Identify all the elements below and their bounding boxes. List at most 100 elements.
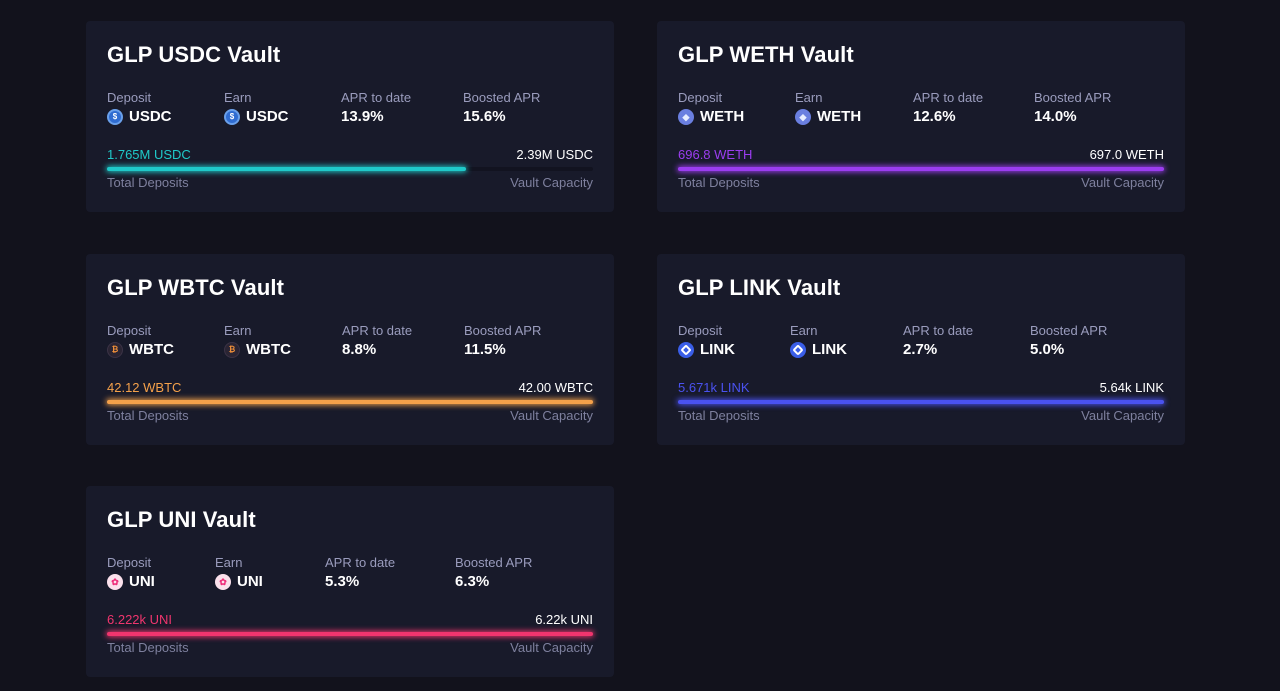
vault-card-wbtc[interactable]: GLP WBTC Vault Deposit ₿ WBTC Earn ₿ WBTC … [86,254,614,445]
boosted-apr-label: Boosted APR [455,555,533,570]
vault-capacity-value: 2.39M USDC [516,147,593,162]
earn-token: WETH [817,108,862,125]
apr-label: APR to date [325,555,396,570]
deposit-stat: Deposit ₿ WBTC [107,323,174,360]
vault-capacity-value: 6.22k UNI [535,612,593,627]
total-deposits-value: 6.222k UNI [107,612,173,627]
apr-value: 12.6% [913,108,956,125]
earn-label: Earn [224,90,252,105]
total-deposits-label: Total Deposits [107,408,189,423]
chainlink-icon [678,342,694,358]
progress-track [107,632,593,636]
boosted-apr-stat: Boosted APR 5.0% [1030,323,1107,360]
apr-label: APR to date [903,323,974,338]
boosted-apr-label: Boosted APR [464,323,542,338]
earn-token: LINK [812,341,847,358]
boosted-apr-value: 11.5% [464,341,506,358]
deposit-label: Deposit [107,323,152,338]
deposit-stat: Deposit ✿ UNI [107,555,155,592]
apr-stat: APR to date 8.8% [342,323,412,360]
deposit-label: Deposit [107,555,152,570]
apr-label: APR to date [341,90,412,105]
apr-stat: APR to date 2.7% [903,323,973,360]
total-deposits-value: 42.12 WBTC [107,380,182,395]
vault-card-link[interactable]: GLP LINK Vault Deposit LINK Earn LINK AP… [657,254,1185,445]
vault-stats: Deposit ◆ WETH Earn ◆ WETH APR to date 12.… [678,90,1164,130]
ethereum-icon: ◆ [795,109,811,125]
boosted-apr-value: 14.0% [1034,108,1077,125]
apr-value: 13.9% [341,108,384,125]
progress-track [678,167,1164,171]
boosted-apr-value: 5.0% [1030,341,1065,358]
vault-stats: Deposit ✿ UNI Earn ✿ UNI APR to date 5.3% … [107,555,593,595]
total-deposits-value: 5.671k LINK [678,380,750,395]
earn-label: Earn [224,323,252,338]
vault-capacity-label: Vault Capacity [1081,175,1164,190]
vault-capacity-label: Vault Capacity [510,408,593,423]
apr-stat: APR to date 12.6% [913,90,983,127]
uniswap-icon: ✿ [215,574,231,590]
total-deposits-value: 1.765M USDC [107,147,191,162]
bitcoin-icon: ₿ [224,342,240,358]
usdc-coin-icon: $ [107,109,123,125]
vault-title: GLP WETH Vault [678,42,854,67]
earn-token: UNI [237,573,263,590]
progress-fill [107,632,593,636]
boosted-apr-stat: Boosted APR 15.6% [463,90,540,127]
deposit-stat: Deposit ◆ WETH [678,90,744,127]
apr-label: APR to date [342,323,413,338]
apr-value: 2.7% [903,341,938,358]
boosted-apr-stat: Boosted APR 14.0% [1034,90,1111,127]
deposit-label: Deposit [678,323,723,338]
boosted-apr-label: Boosted APR [1034,90,1112,105]
capacity-meter: 5.671k LINK 5.64k LINK Total Deposits Va… [678,380,1164,430]
vault-capacity-label: Vault Capacity [510,175,593,190]
apr-value: 5.3% [325,573,360,590]
earn-stat: Earn $ USDC [224,90,289,127]
capacity-meter: 696.8 WETH 697.0 WETH Total Deposits Vau… [678,147,1164,197]
vault-capacity-label: Vault Capacity [510,640,593,655]
vault-stats: Deposit LINK Earn LINK APR to date 2.7% … [678,323,1164,363]
boosted-apr-value: 6.3% [455,573,490,590]
earn-label: Earn [215,555,243,570]
deposit-label: Deposit [678,90,723,105]
capacity-meter: 6.222k UNI 6.22k UNI Total Deposits Vaul… [107,612,593,662]
deposit-token: WETH [700,108,745,125]
deposit-token: WBTC [129,341,174,358]
vault-stats: Deposit ₿ WBTC Earn ₿ WBTC APR to date 8.8… [107,323,593,363]
total-deposits-value: 696.8 WETH [678,147,753,162]
total-deposits-label: Total Deposits [678,408,760,423]
earn-stat: Earn LINK [790,323,847,360]
vault-capacity-value: 42.00 WBTC [518,380,593,395]
boosted-apr-label: Boosted APR [463,90,541,105]
total-deposits-label: Total Deposits [107,640,189,655]
deposit-token: USDC [129,108,172,125]
vault-card-weth[interactable]: GLP WETH Vault Deposit ◆ WETH Earn ◆ WETH … [657,21,1185,212]
chainlink-icon [790,342,806,358]
apr-label: APR to date [913,90,984,105]
progress-track [678,400,1164,404]
apr-value: 8.8% [342,341,377,358]
boosted-apr-stat: Boosted APR 6.3% [455,555,532,592]
vault-capacity-label: Vault Capacity [1081,408,1164,423]
boosted-apr-stat: Boosted APR 11.5% [464,323,541,360]
deposit-token: LINK [700,341,735,358]
earn-token: USDC [246,108,289,125]
deposit-stat: Deposit LINK [678,323,735,360]
vault-capacity-value: 5.64k LINK [1099,380,1164,395]
usdc-coin-icon: $ [224,109,240,125]
earn-label: Earn [795,90,823,105]
deposit-label: Deposit [107,90,152,105]
earn-stat: Earn ₿ WBTC [224,323,291,360]
boosted-apr-label: Boosted APR [1030,323,1108,338]
deposit-stat: Deposit $ USDC [107,90,172,127]
progress-track [107,167,593,171]
progress-fill [107,400,593,404]
ethereum-icon: ◆ [678,109,694,125]
vault-card-uni[interactable]: GLP UNI Vault Deposit ✿ UNI Earn ✿ UNI APR… [86,486,614,677]
vault-title: GLP LINK Vault [678,275,841,300]
total-deposits-label: Total Deposits [678,175,760,190]
earn-stat: Earn ✿ UNI [215,555,263,592]
progress-track [107,400,593,404]
vault-card-usdc[interactable]: GLP USDC Vault Deposit $ USDC Earn $ USDC … [86,21,614,212]
